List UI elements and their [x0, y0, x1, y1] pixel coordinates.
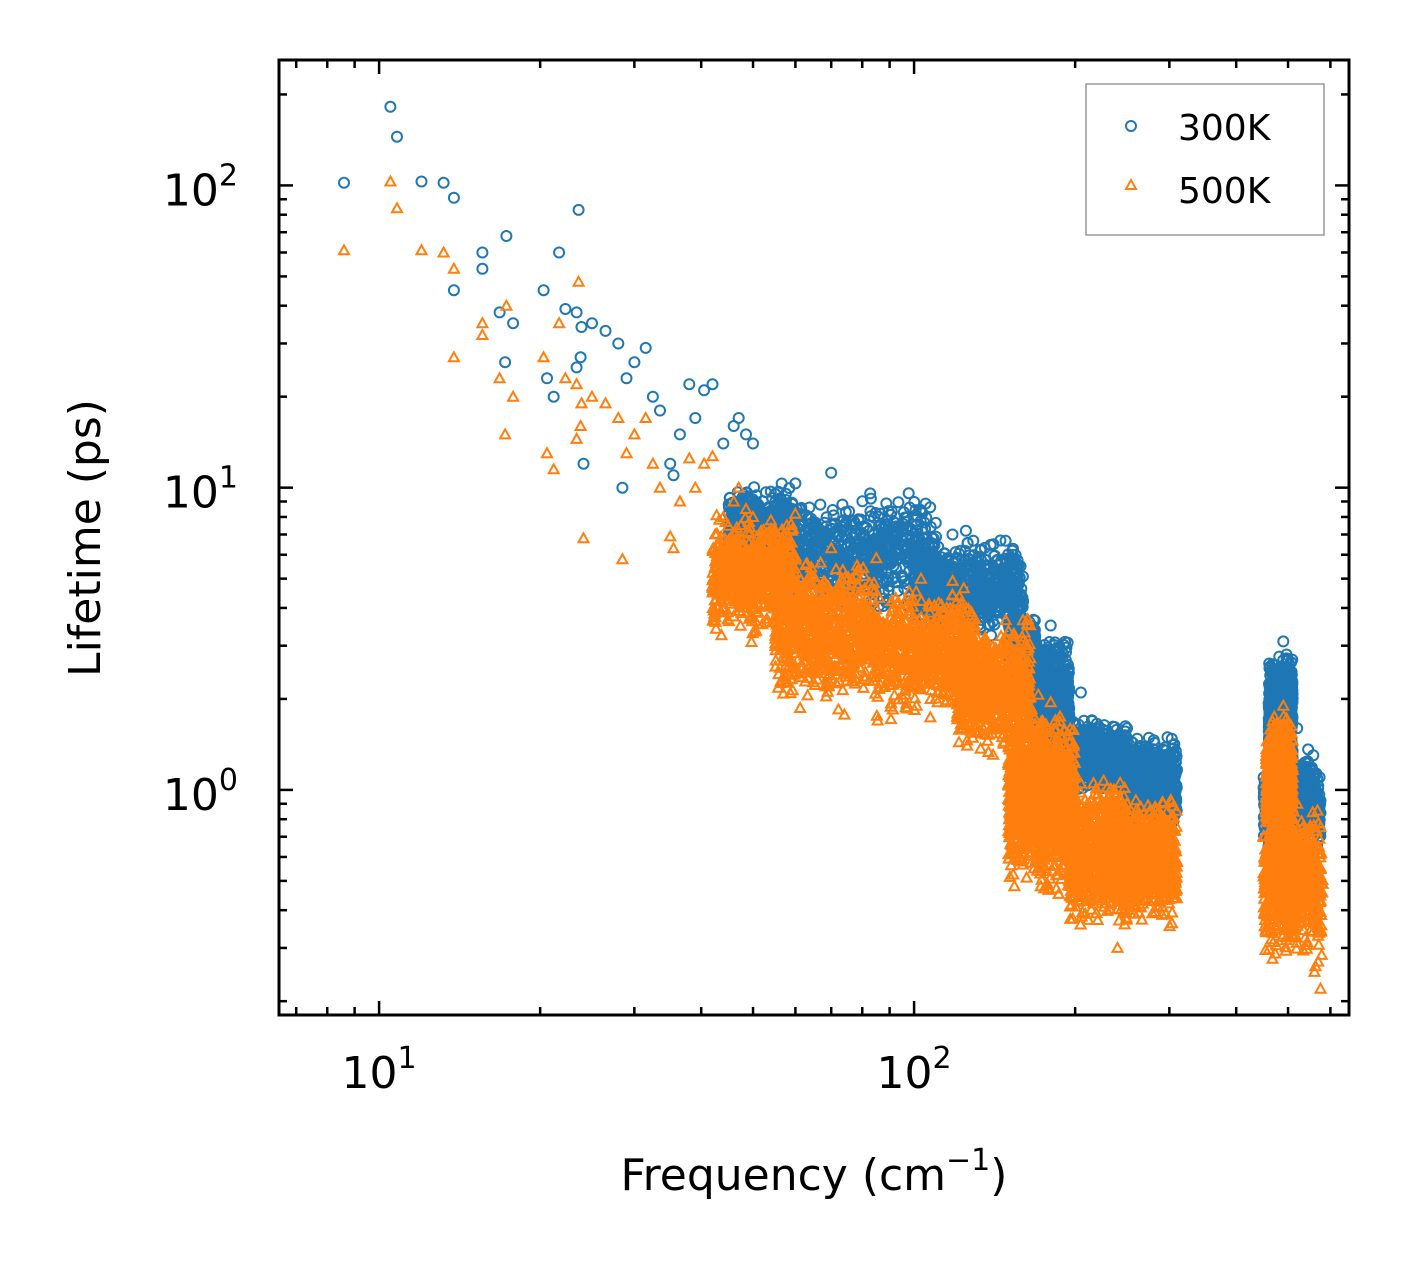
data-point: [833, 556, 846, 569]
data-point: [874, 507, 887, 520]
data-point: [895, 523, 908, 536]
data-point: [875, 539, 888, 552]
data-point: [838, 548, 850, 560]
data-point: [839, 519, 852, 532]
data-point: [857, 521, 870, 534]
data-point: [902, 487, 915, 500]
data-point: [880, 558, 893, 571]
data-point: [814, 498, 827, 511]
data-point: [908, 496, 921, 508]
data-point: [856, 495, 869, 508]
data-point: [723, 501, 735, 514]
data-point: [752, 502, 764, 515]
data-point: [909, 504, 922, 517]
data-point: [885, 505, 898, 518]
data-point: [769, 499, 782, 512]
data-point: [839, 506, 852, 519]
data-point: [892, 496, 905, 509]
data-point: [790, 503, 803, 516]
data-point: [750, 500, 763, 513]
data-point: [855, 551, 868, 564]
data-point: [802, 524, 815, 537]
data-point: [889, 527, 901, 540]
data-point: [895, 570, 908, 583]
data-point: [783, 482, 796, 495]
data-point: [855, 526, 868, 539]
data-point: [864, 543, 877, 556]
data-point: [904, 529, 917, 542]
data-point: [803, 501, 816, 514]
data-point: [864, 487, 877, 500]
data-point: [826, 504, 839, 516]
data-point: [825, 518, 838, 531]
data-point: [887, 549, 900, 562]
data-point: [954, 544, 967, 557]
data-point: [924, 521, 937, 533]
data-point: [725, 509, 738, 522]
data-point: [831, 528, 844, 541]
data-point: [920, 532, 933, 545]
data-point: [805, 530, 818, 543]
data-point: [938, 547, 951, 560]
data-points-layer: [337, 100, 1330, 994]
data-point: [772, 485, 785, 498]
data-point: [804, 545, 817, 558]
data-point: [880, 497, 893, 510]
data-point: [875, 534, 888, 547]
